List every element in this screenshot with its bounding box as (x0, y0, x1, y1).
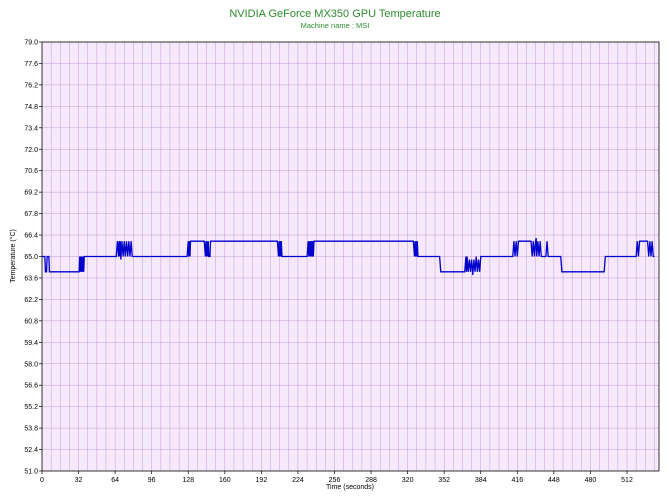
x-tick-label: 128 (182, 477, 194, 484)
x-tick-label: 288 (365, 477, 377, 484)
y-tick-label: 70.6 (24, 168, 38, 175)
y-tick-label: 60.8 (24, 318, 38, 325)
y-axis-label: Temperature (°C) (9, 229, 17, 283)
y-tick-label: 79.0 (24, 40, 38, 47)
y-tick-label: 63.6 (24, 275, 38, 282)
x-axis-label: Time (seconds) (326, 484, 374, 491)
y-tick-label: 65.0 (24, 254, 38, 261)
y-axis-ticks: 51.0 52.4 53.8 55.2 56.6 58.0 59.4 60.8 62.2 63.6… (24, 40, 42, 476)
y-tick-label: 77.6 (24, 61, 38, 68)
y-tick-label: 67.8 (24, 211, 38, 218)
y-tick-label: 69.2 (24, 190, 38, 197)
x-tick-label: 192 (256, 477, 268, 484)
x-tick-label: 224 (292, 477, 304, 484)
y-tick-label: 52.4 (24, 447, 38, 454)
y-tick-label: 72.0 (24, 147, 38, 154)
x-tick-label: 448 (548, 477, 560, 484)
y-tick-label: 66.4 (24, 233, 38, 240)
y-tick-label: 59.4 (24, 340, 38, 347)
y-tick-label: 73.4 (24, 125, 38, 132)
x-tick-label: 0 (40, 477, 44, 484)
y-tick-label: 55.2 (24, 404, 38, 411)
chart-subtitle: Machine name : MSI (301, 21, 370, 30)
x-tick-label: 160 (219, 477, 231, 484)
x-tick-label: 320 (402, 477, 414, 484)
y-tick-label: 76.2 (24, 82, 38, 89)
x-tick-label: 416 (511, 477, 523, 484)
x-tick-label: 64 (111, 477, 119, 484)
x-tick-label: 32 (75, 477, 83, 484)
x-axis-ticks: 0 32 64 96 128 160 192 224 256 288 320 352 384 416 448… (40, 471, 633, 484)
x-tick-label: 480 (585, 477, 597, 484)
x-tick-label: 256 (329, 477, 341, 484)
chart-title: NVIDIA GeForce MX350 GPU Temperature (229, 8, 440, 20)
x-tick-label: 96 (148, 477, 156, 484)
x-tick-label: 384 (475, 477, 487, 484)
y-tick-label: 62.2 (24, 297, 38, 304)
y-tick-label: 74.8 (24, 104, 38, 111)
x-tick-label: 512 (621, 477, 633, 484)
y-tick-label: 53.8 (24, 426, 38, 433)
temperature-series-line (42, 237, 655, 275)
x-tick-label: 352 (438, 477, 450, 484)
y-tick-label: 56.6 (24, 383, 38, 390)
y-tick-label: 58.0 (24, 361, 38, 368)
y-tick-label: 51.0 (24, 469, 38, 476)
